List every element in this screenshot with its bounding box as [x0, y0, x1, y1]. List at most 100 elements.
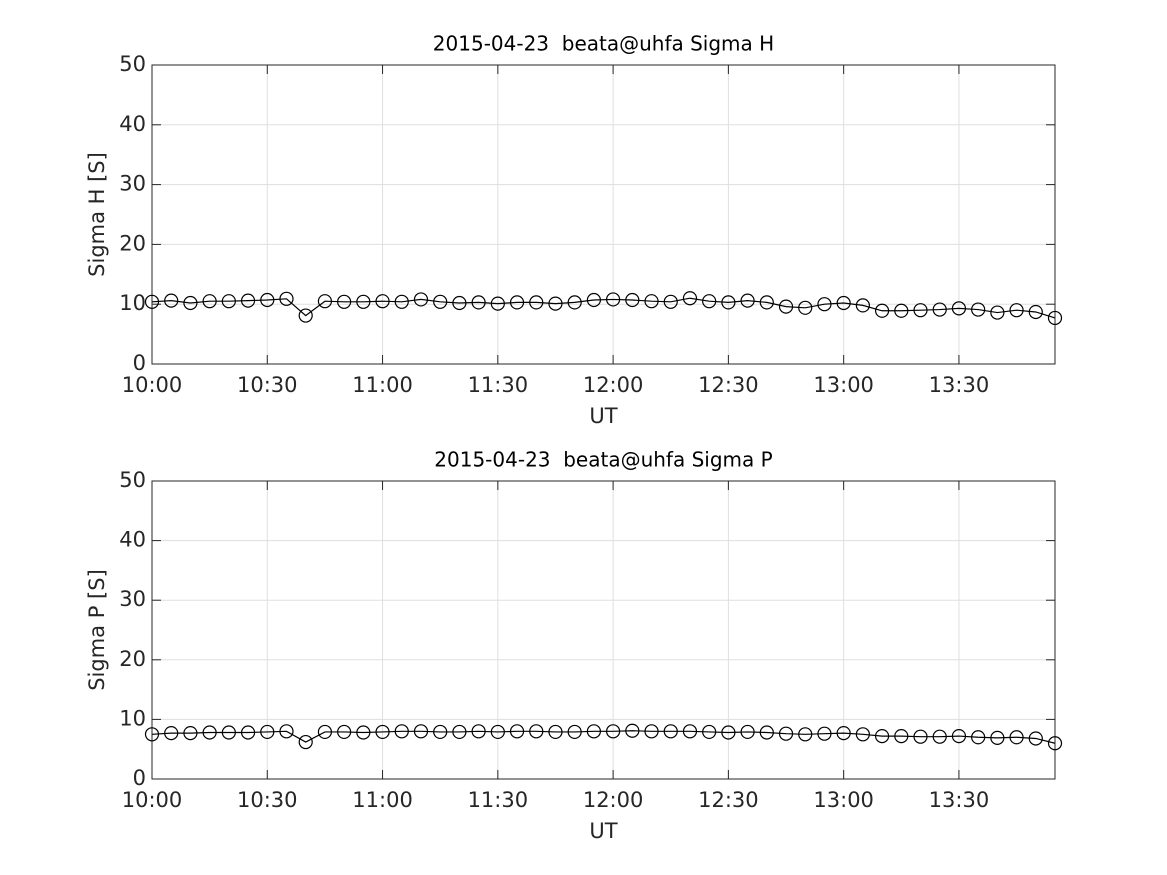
data-point	[548, 724, 563, 740]
chart-panel: 0 10 20 30 40 50 10:00 10:30 11:00 11:30 12:00 12:3…	[85, 32, 1063, 428]
data-point	[682, 724, 698, 739]
x-tick-label: 13:00	[813, 373, 874, 397]
data-point	[1028, 731, 1043, 746]
data-point	[1009, 303, 1024, 318]
data-point	[144, 727, 160, 742]
data-point	[913, 303, 928, 318]
data-point	[644, 724, 659, 739]
data-point	[586, 724, 601, 739]
data-point	[375, 294, 390, 309]
series-line	[151, 297, 1056, 319]
x-tick-label: 11:00	[352, 373, 413, 397]
data-point	[394, 294, 409, 309]
data-point	[164, 293, 179, 308]
data-point	[1028, 304, 1043, 320]
data-point	[874, 728, 890, 744]
data-point	[894, 728, 909, 744]
x-tick-label: 13:30	[929, 788, 990, 812]
data-point	[721, 725, 736, 740]
x-tick-label: 12:00	[583, 373, 644, 397]
data-point	[413, 292, 429, 307]
data-point	[971, 302, 986, 317]
data-point	[548, 296, 563, 311]
data-point	[702, 724, 717, 740]
y-tick-label: 30	[119, 172, 146, 196]
data-point	[836, 726, 851, 741]
data-point	[509, 295, 525, 310]
data-point	[279, 724, 294, 739]
data-point	[778, 299, 794, 314]
data-point	[682, 291, 698, 306]
data-point	[183, 295, 198, 311]
data-point	[298, 734, 313, 750]
data-point	[663, 724, 678, 739]
data-point	[855, 298, 870, 313]
data-point	[433, 294, 448, 309]
data-point	[817, 297, 832, 312]
data-point	[932, 302, 947, 317]
data-point	[260, 724, 275, 740]
y-axis-label: Sigma H [S]	[85, 152, 109, 277]
y-tick-label: 30	[119, 587, 146, 611]
data-point	[433, 724, 448, 740]
data-point	[356, 294, 371, 309]
data-point	[874, 303, 890, 318]
x-tick-label: 11:30	[468, 788, 529, 812]
data-point	[778, 726, 794, 741]
data-point	[471, 295, 486, 310]
y-tick-label: 0	[133, 766, 146, 790]
chart-title: 2015-04-23 beata@uhfa Sigma P	[434, 448, 772, 472]
data-point	[721, 295, 736, 310]
data-point	[413, 724, 429, 739]
data-point	[490, 724, 505, 740]
data-point	[221, 294, 236, 309]
series-line	[151, 730, 1056, 744]
data-point	[298, 308, 313, 323]
data-point	[260, 292, 275, 308]
data-point	[317, 294, 333, 309]
plot-frame	[151, 64, 1056, 365]
y-tick-label: 50	[119, 52, 146, 76]
data-point	[1009, 730, 1024, 745]
data-point	[144, 294, 160, 309]
data-point	[855, 727, 870, 742]
data-point	[529, 724, 544, 739]
data-point	[740, 724, 755, 740]
x-tick-label: 13:00	[813, 788, 874, 812]
data-point	[798, 727, 813, 742]
data-point	[971, 730, 986, 745]
y-tick-label: 10	[119, 291, 146, 315]
data-point	[990, 730, 1005, 745]
data-point	[606, 292, 621, 307]
data-point	[932, 729, 947, 744]
data-point	[894, 303, 909, 318]
y-tick-label: 50	[119, 468, 146, 492]
data-point	[452, 724, 467, 740]
data-point	[567, 724, 582, 740]
data-point	[990, 305, 1005, 320]
data-point	[356, 725, 371, 740]
y-axis-label: Sigma P [S]	[85, 569, 109, 691]
y-tick-label: 20	[119, 647, 146, 671]
x-tick-label: 12:30	[698, 373, 759, 397]
plot-area	[152, 481, 1055, 779]
y-tick-label: 40	[119, 528, 146, 552]
data-point	[240, 293, 256, 308]
data-point	[279, 291, 294, 306]
y-tick-label: 0	[133, 351, 146, 375]
data-point	[817, 726, 832, 741]
chart-panel: 0 10 20 30 40 50 10:00 10:30 11:00 11:30 12:00 12:3…	[85, 448, 1063, 843]
data-point	[586, 292, 601, 308]
x-axis-label: UT	[589, 819, 617, 843]
plot-area	[152, 65, 1055, 364]
data-point	[202, 725, 217, 740]
plot-frame	[151, 480, 1056, 780]
x-tick-label: 10:30	[237, 373, 298, 397]
chart-title: 2015-04-23 beata@uhfa Sigma H	[433, 32, 774, 56]
data-point	[164, 726, 179, 741]
data-point	[1047, 310, 1063, 326]
y-tick-label: 40	[119, 112, 146, 136]
data-point	[471, 724, 486, 739]
data-point	[759, 295, 774, 310]
